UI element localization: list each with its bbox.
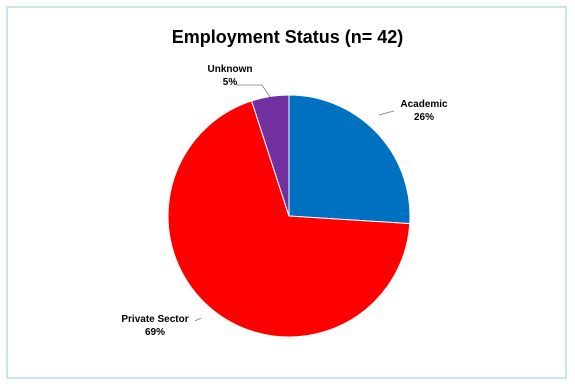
chart-title: Employment Status (n= 42)	[171, 27, 404, 47]
leader-line	[378, 110, 395, 116]
pie-slice-private-sector	[167, 100, 411, 338]
data-label-private-sector: Private Sector 69%	[121, 314, 188, 338]
leader-line	[236, 84, 271, 98]
leader-line	[194, 317, 202, 322]
pie-slice-academic	[288, 94, 411, 225]
data-label-unknown: Unknown 5%	[208, 64, 253, 88]
data-label-academic: Academic 26%	[400, 99, 448, 123]
